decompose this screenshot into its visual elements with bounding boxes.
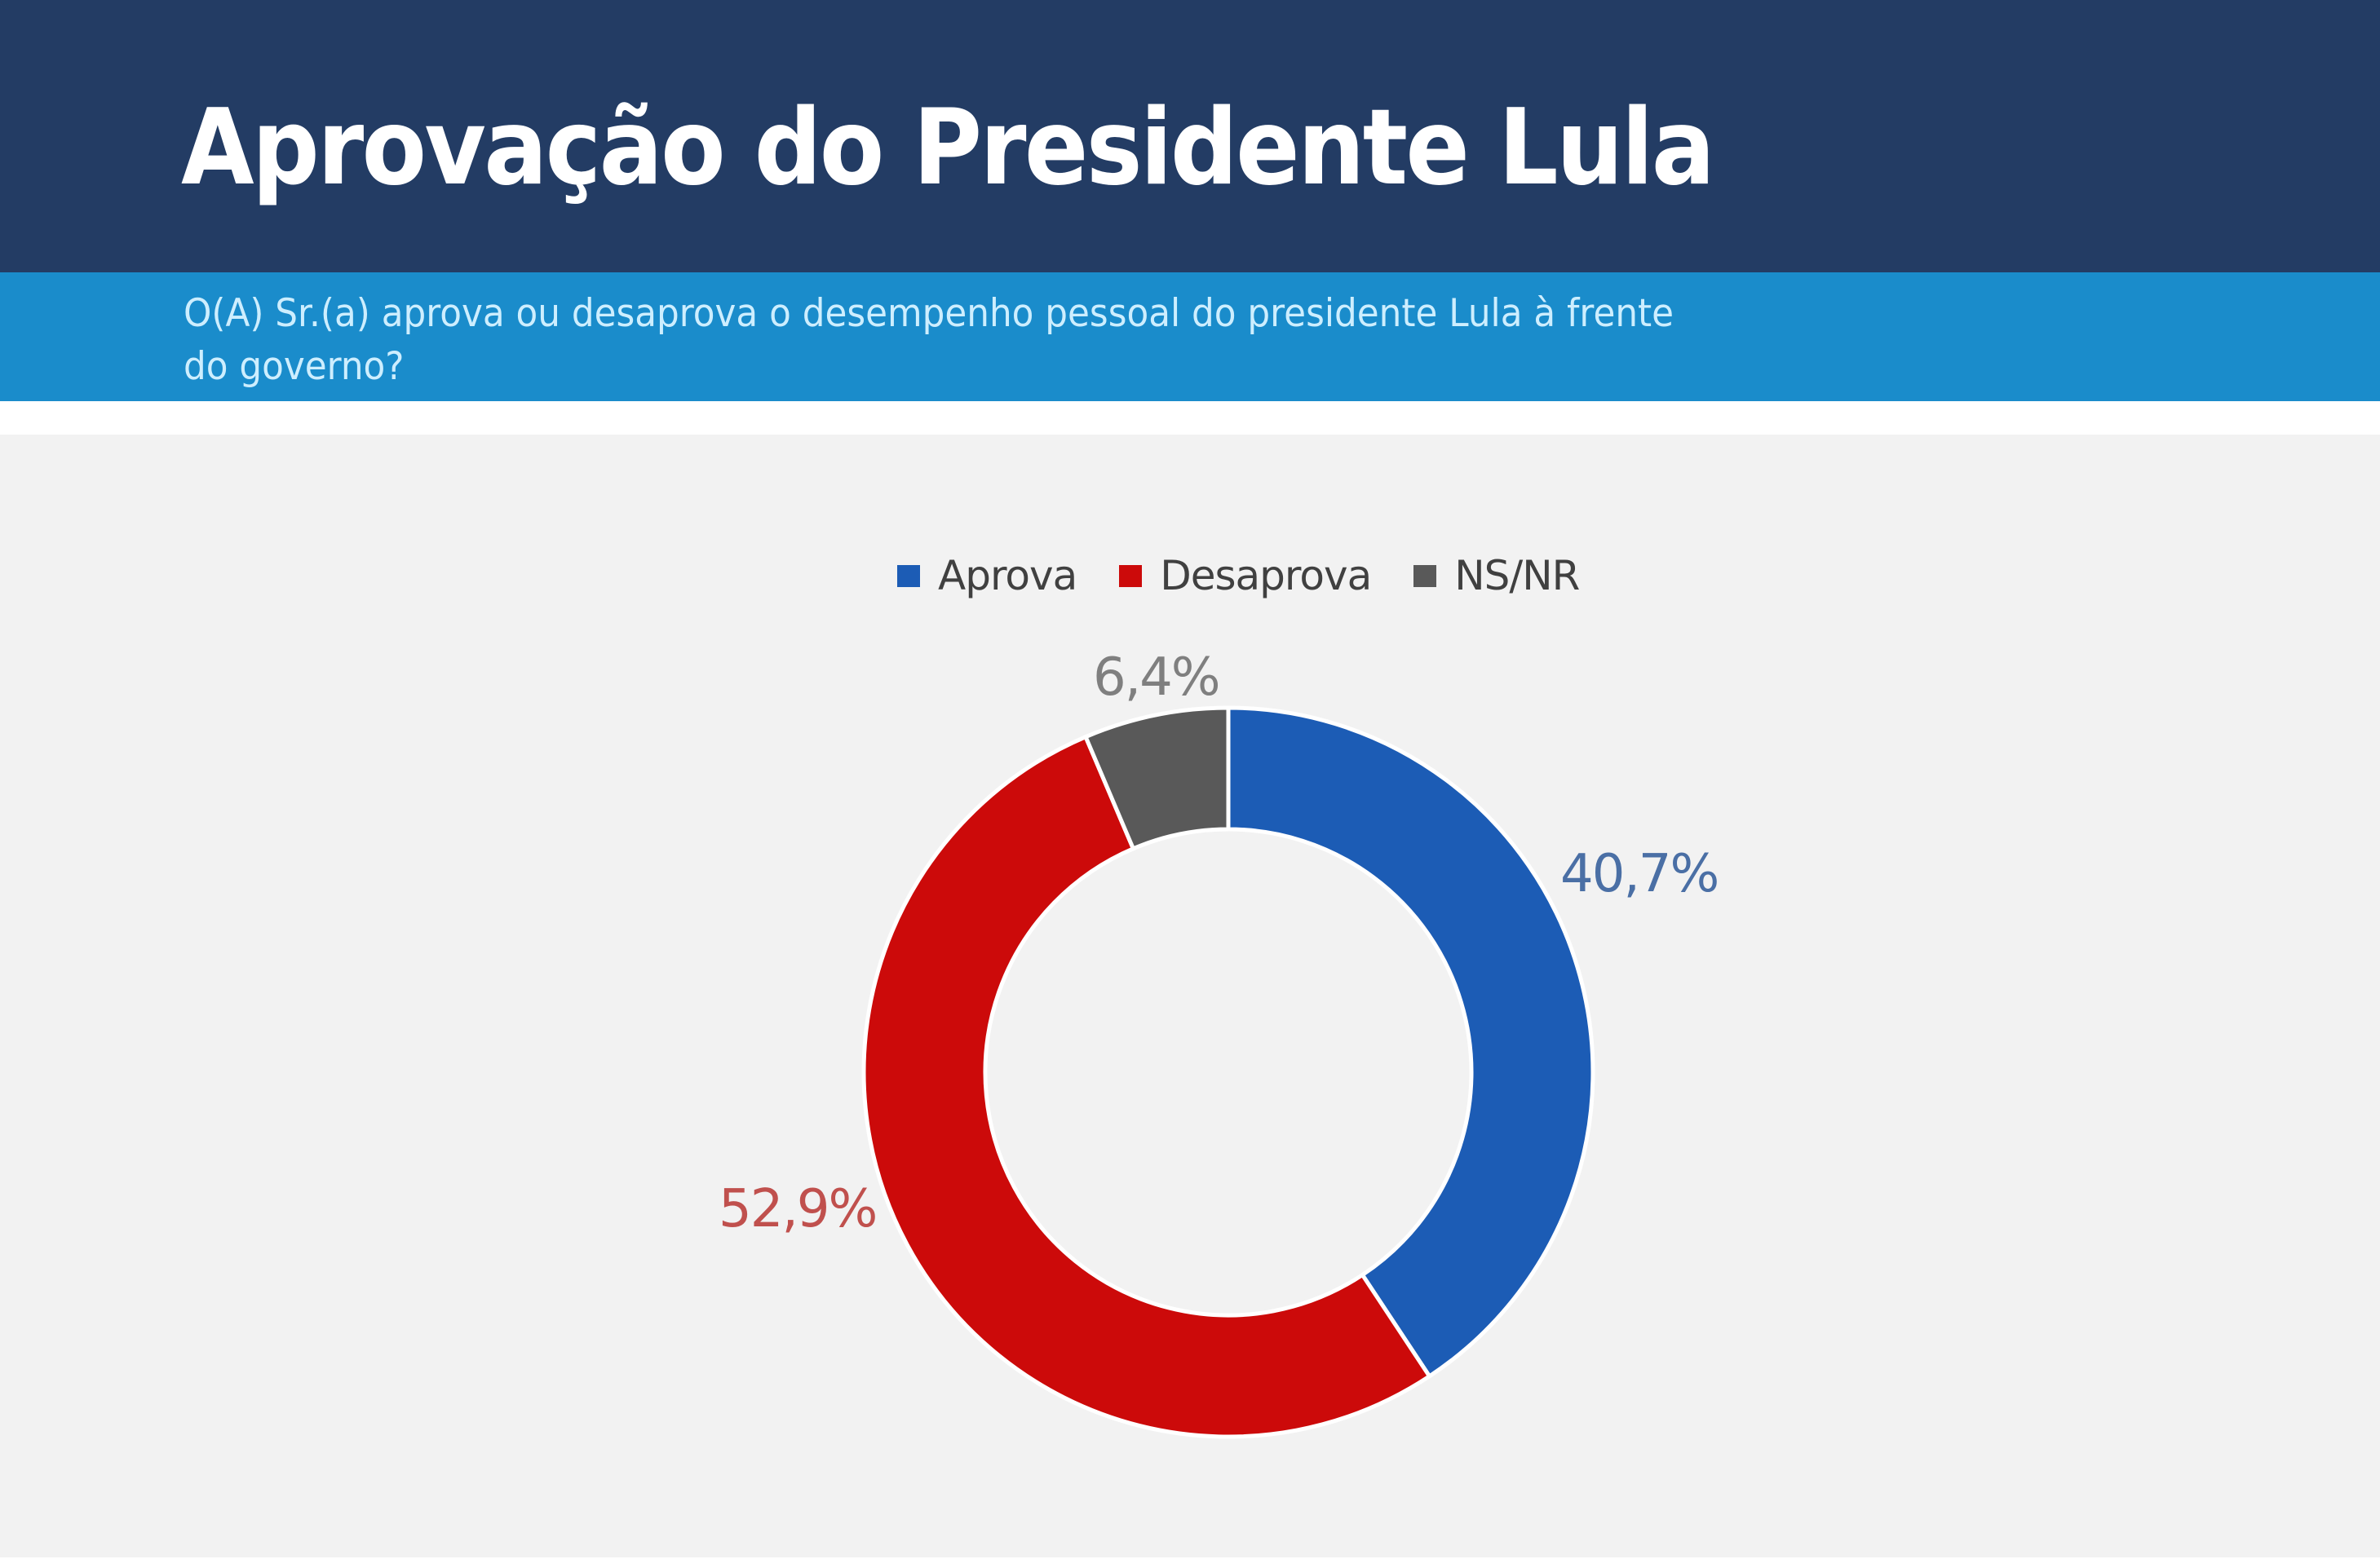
subtitle-band [0,272,2380,401]
donut-slice-desaprova [861,734,1433,1439]
legend-item-aprova: Aprova [897,551,1077,600]
data-label-aprova: 40,7% [1560,844,1719,904]
legend-swatch-desaprova-icon [1119,564,1143,587]
header-band [0,0,2380,272]
data-label-nsnr: 6,4% [1093,647,1221,708]
data-label-desaprova: 52,9% [719,1179,878,1239]
legend-label-desaprova: Desaprova [1160,552,1372,599]
separator-strip [0,401,2380,435]
page-title: Aprovação do Presidente Lula [181,87,1715,209]
chart-legend: Aprova Desaprova NS/NR [897,551,1621,600]
donut-slice-aprova [1226,705,1595,1380]
legend-item-desaprova: Desaprova [1119,551,1372,600]
question-line-1: O(A) Sr.(a) aprova ou desaprova o desemp… [184,291,1674,336]
legend-swatch-aprova-icon [897,564,920,587]
donut-slice-nsnr [1082,705,1231,852]
legend-label-nsnr: NS/NR [1454,552,1580,599]
bottom-strip [0,1557,2380,1568]
legend-swatch-nsnr-icon [1413,564,1437,587]
legend-label-aprova: Aprova [938,552,1077,599]
question-text: O(A) Sr.(a) aprova ou desaprova o desemp… [184,287,2004,393]
question-line-2: do governo? [184,344,405,389]
legend-item-nsnr: NS/NR [1413,551,1580,600]
